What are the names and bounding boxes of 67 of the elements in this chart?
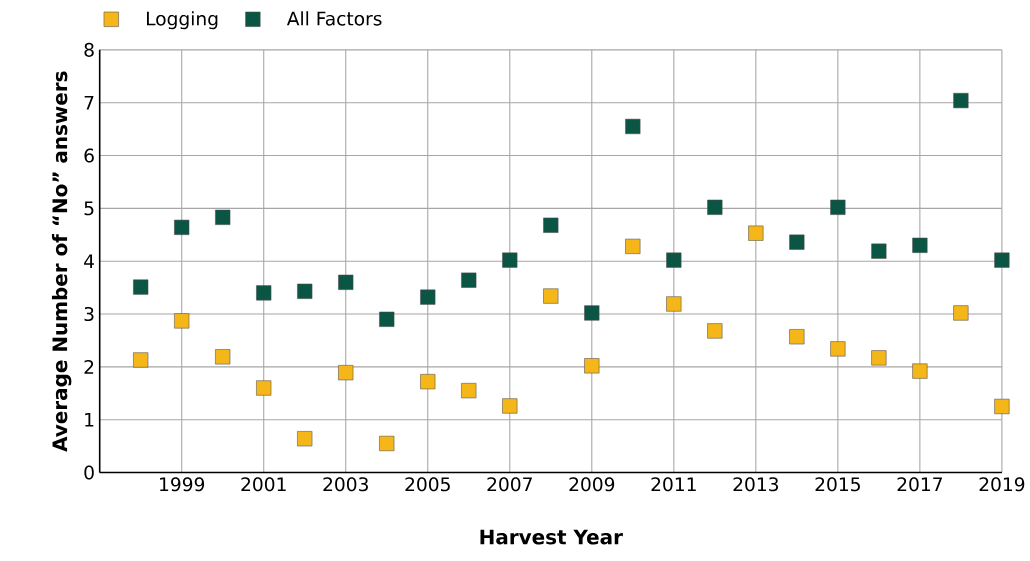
point xyxy=(379,435,395,451)
point xyxy=(502,398,518,414)
x-tick-label: 2011 xyxy=(651,477,696,492)
x-tick-label: 2013 xyxy=(733,477,779,492)
y-tick-label: 6 xyxy=(84,148,94,163)
legend-label: Logging xyxy=(146,11,218,30)
point xyxy=(215,209,231,225)
point xyxy=(953,305,969,321)
point xyxy=(707,323,723,339)
y-tick-label: 4 xyxy=(84,254,94,268)
point xyxy=(256,380,272,396)
y-axis-title: Average Number of “No” answers xyxy=(51,71,72,452)
point xyxy=(912,237,928,253)
y-tick-label: 0 xyxy=(84,465,94,480)
point xyxy=(953,92,969,109)
legend-label: All Factors xyxy=(286,11,382,26)
point xyxy=(830,199,846,215)
y-tick-label: 2 xyxy=(84,359,94,374)
point xyxy=(543,217,559,233)
point xyxy=(871,350,887,366)
point xyxy=(461,382,477,399)
y-tick-label: 3 xyxy=(84,306,94,321)
point xyxy=(256,285,272,301)
point xyxy=(133,352,149,368)
point xyxy=(420,289,436,305)
x-tick-label: 2003 xyxy=(323,477,368,492)
point xyxy=(625,238,641,254)
y-tick-label: 1 xyxy=(85,412,94,427)
point xyxy=(215,349,231,365)
point xyxy=(625,118,641,134)
x-tick-label: 2005 xyxy=(405,477,450,492)
point xyxy=(461,272,477,288)
point xyxy=(994,398,1010,414)
point xyxy=(830,341,846,357)
point xyxy=(297,431,313,447)
point xyxy=(379,311,395,327)
point xyxy=(584,305,600,321)
point xyxy=(707,199,723,215)
point xyxy=(174,219,190,235)
point xyxy=(502,252,518,268)
x-tick-label: 2001 xyxy=(241,477,286,492)
point xyxy=(420,373,436,390)
y-tick-label: 8 xyxy=(84,42,94,57)
x-tick-label: 2019 xyxy=(979,477,1025,492)
point xyxy=(789,329,805,345)
point xyxy=(584,358,600,374)
point xyxy=(543,288,559,304)
point xyxy=(338,274,354,290)
y-tick-label: 5 xyxy=(84,201,94,216)
point xyxy=(748,225,764,241)
point xyxy=(789,234,805,250)
x-tick-label: 1999 xyxy=(160,477,205,492)
x-tick-label: 2015 xyxy=(815,477,860,492)
point xyxy=(297,283,313,299)
x-tick-label: 2007 xyxy=(487,477,532,492)
x-tick-label: 2017 xyxy=(897,477,942,492)
point xyxy=(994,252,1010,268)
point xyxy=(666,296,682,312)
point xyxy=(666,252,682,268)
x-axis-title: Harvest Year xyxy=(480,529,623,545)
point xyxy=(133,279,149,295)
point xyxy=(871,243,887,259)
point xyxy=(912,363,928,379)
point xyxy=(338,364,354,381)
x-tick-label: 2009 xyxy=(569,477,615,492)
point xyxy=(174,313,190,329)
y-tick-label: 7 xyxy=(84,95,94,110)
